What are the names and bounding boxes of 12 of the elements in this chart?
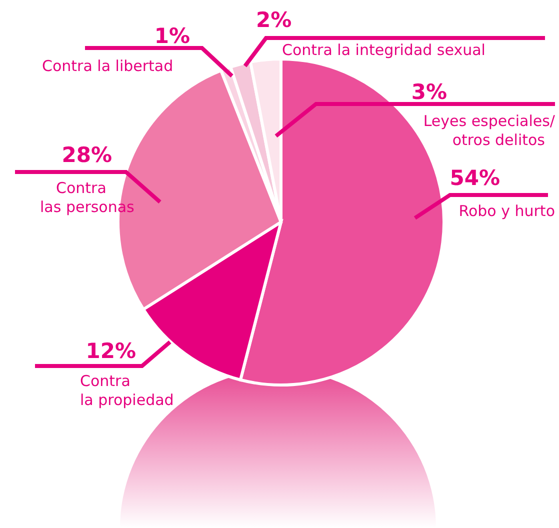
data-label: 3% — [411, 80, 447, 104]
data-label: 1% — [154, 24, 190, 48]
slice-label: Contra la libertad — [42, 57, 174, 75]
slice-label: Contra la integridad sexual — [282, 41, 486, 59]
data-label: 54% — [450, 166, 500, 190]
slice-label: Contra la propiedad — [80, 372, 174, 409]
slice-label: Leyes especiales/ otros delitos — [423, 112, 556, 149]
slice-label: Robo y hurto — [458, 202, 555, 220]
data-label: 2% — [256, 8, 292, 32]
data-label: 12% — [86, 339, 136, 363]
slice-label: Contra las personas — [40, 179, 135, 216]
data-label: 28% — [62, 143, 112, 167]
